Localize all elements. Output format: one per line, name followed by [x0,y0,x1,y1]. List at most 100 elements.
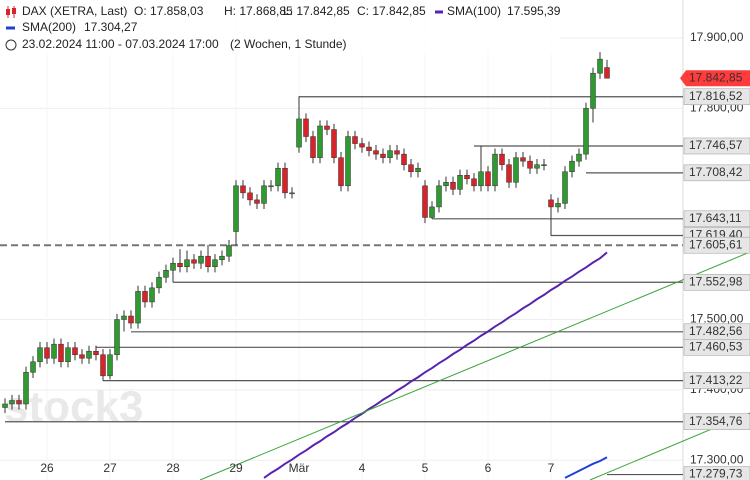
y-tick-label: 17.900,00 [690,30,744,44]
candle-body [240,185,246,194]
candle-body [499,153,505,165]
candle-body [100,354,106,377]
candle-body [107,354,113,377]
candle-body [184,259,190,267]
candle-body [79,354,85,359]
candle-body [275,167,281,187]
sma-line [263,251,608,479]
candle-body [450,182,456,190]
candle-body [422,185,428,218]
candle-body [506,164,512,183]
level-label: 17.708,42 [689,165,743,179]
candle-body [443,182,449,187]
level-label: 17.460,53 [689,339,743,353]
candle-body [345,136,351,187]
candle-body [583,108,589,155]
level-label-box [683,372,750,389]
candle-body [219,255,225,260]
candle-body [247,192,253,201]
candle-body [401,153,407,165]
candle-body [324,125,330,130]
candle-body [436,185,442,208]
level-label-box [683,164,750,182]
candle-body [485,171,491,187]
candle-body [408,164,414,172]
candle-body [149,287,155,303]
ohlc-low: L: 17.842,85 [283,4,350,18]
candle-body [23,372,29,405]
trend-line [199,251,750,480]
candle-body [65,347,71,363]
level-label-box [683,88,750,106]
candle-body [156,277,162,289]
candle-body [527,160,533,169]
candle-body [317,125,323,158]
candle-body [534,164,540,169]
level-label-box [683,137,750,155]
candle-body [415,167,421,172]
candle-body [289,192,295,195]
candle-body [163,270,169,278]
level-label: 17.279,73 [689,467,743,480]
candle-body [72,347,78,355]
level-label-box [683,339,750,356]
candle-body [191,259,197,264]
x-tick-label: 6 [485,461,492,475]
candle-body [590,72,596,109]
candle-body [597,58,603,74]
candle-body [338,157,344,187]
candle-body [464,174,470,180]
x-tick-label: 5 [422,461,429,475]
candle-body [261,185,267,204]
level-label-box [683,236,750,254]
ohlc-high: H: 17.868,85 [224,4,293,18]
level-label: 17.482,56 [689,324,743,338]
x-tick-label: 27 [103,461,117,475]
level-label: 17.605,61 [689,237,743,251]
ohlc-open: O: 17.858,03 [134,4,204,18]
candle-body [226,245,232,257]
candle-body [457,174,463,190]
legend-label: SMA(100) [447,4,501,18]
candle-body [352,136,358,144]
candle-body [93,350,99,355]
x-tick-label: 4 [359,461,366,475]
level-label: 17.552,98 [689,274,743,288]
candle-body [492,153,498,187]
candle-body [282,167,288,194]
x-tick-label: 29 [229,461,243,475]
candle-body [37,347,43,363]
candle-body [387,150,393,158]
level-label-box [683,466,750,480]
candle-body [366,146,372,151]
candle-body [359,143,365,148]
candle-body [128,315,134,324]
level-label-box [683,413,750,431]
candle-body [114,319,120,355]
candle-body [205,255,211,267]
candle-body [562,171,568,204]
candle-body [16,400,22,405]
candle-body [142,291,148,303]
candle-icon [6,6,16,18]
candle-body [86,350,92,359]
candle-body [380,153,386,158]
candle-body [9,400,15,405]
x-tick-label: 28 [166,461,180,475]
y-tick-label: 17.500,00 [690,312,744,326]
x-tick-label: Mär [289,461,310,475]
level-label: 17.413,22 [689,373,743,387]
period: (2 Wochen, 1 Stunde) [230,37,347,51]
candle-body [121,315,127,320]
clock-icon [5,39,17,51]
level-label: 17.643,11 [689,211,742,225]
x-tick-label: 26 [40,461,54,475]
candle-body [576,153,582,162]
ohlc-close: C: 17.842,85 [357,4,426,18]
header: DAX (XETRA, Last) O: 17.858,03 H: 17.868… [0,0,561,54]
candle-body [212,259,218,267]
candle-body [548,199,554,208]
candle-body [30,361,36,373]
candle-body [296,118,302,148]
legend-value: 17.304,27 [84,20,138,34]
